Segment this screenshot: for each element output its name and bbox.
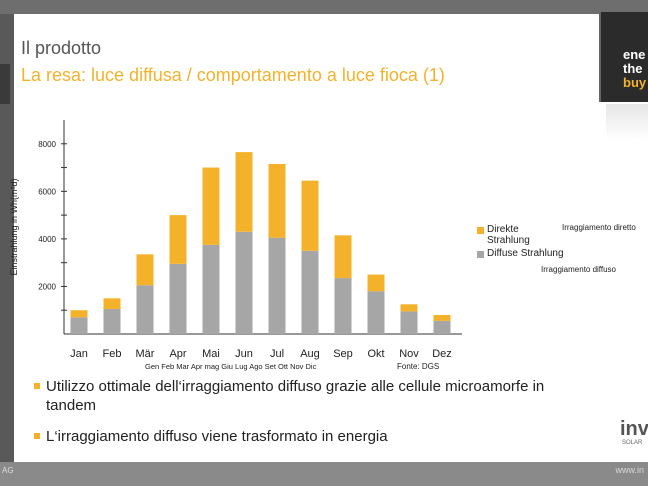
bullet-marker bbox=[34, 433, 40, 439]
footer-bar: AG www.in bbox=[0, 462, 648, 486]
brand-logo: ene the buy bbox=[599, 12, 648, 102]
bar-diffuse bbox=[268, 237, 286, 334]
x-tick-label: Feb bbox=[103, 348, 122, 360]
y-tick-label: 6000 bbox=[38, 187, 56, 196]
legend-swatch-diffuse bbox=[477, 251, 484, 258]
brand-wordmark: inv bbox=[620, 418, 648, 440]
x-tick-label: Mär bbox=[136, 348, 155, 360]
x-tick-label: Jul bbox=[270, 348, 284, 360]
bar-diffuse bbox=[202, 244, 220, 334]
x-tick-label: Dez bbox=[432, 348, 452, 360]
x-tick-label: Sep bbox=[333, 348, 353, 360]
footer-left-text: AG bbox=[2, 466, 14, 475]
x-tick-label: Mai bbox=[202, 348, 220, 360]
bar-direct bbox=[70, 310, 88, 318]
y-axis-title: Einstrahlung in Wh(m²d) bbox=[9, 178, 19, 275]
left-strip bbox=[0, 14, 14, 462]
legend-swatch-direct bbox=[477, 227, 484, 234]
bar-diffuse bbox=[400, 311, 418, 334]
logo-line-3: buy bbox=[623, 75, 647, 90]
brand-subtitle: SOLAR bbox=[622, 440, 643, 446]
bullet-text: Utilizzo ottimale dell‘irraggiamento dif… bbox=[46, 378, 545, 414]
legend-note-direct: Irraggiamento diretto bbox=[562, 223, 636, 232]
bar-diffuse bbox=[367, 291, 385, 334]
bar-direct bbox=[235, 152, 253, 232]
bar-diffuse bbox=[235, 231, 253, 334]
chart-source: Fonte: DGS bbox=[397, 362, 440, 371]
x-tick-label: Jan bbox=[70, 348, 88, 360]
bar-direct bbox=[301, 180, 319, 251]
bar-diffuse bbox=[433, 320, 451, 334]
bar-direct bbox=[400, 304, 418, 312]
bar-diffuse bbox=[136, 285, 154, 334]
bullet-text: L‘irraggiamento diffuso viene trasformat… bbox=[46, 428, 388, 445]
slide-area bbox=[14, 14, 648, 462]
bar-direct bbox=[334, 235, 352, 279]
x-tick-label: Jun bbox=[235, 348, 253, 360]
bar-diffuse bbox=[70, 317, 88, 334]
y-tick-label: 4000 bbox=[38, 235, 56, 244]
x-tick-label: Aug bbox=[300, 348, 320, 360]
y-tick-label: 8000 bbox=[38, 140, 56, 149]
bar-direct bbox=[268, 163, 286, 238]
bar-direct bbox=[202, 167, 220, 245]
logo-shadow bbox=[606, 104, 648, 140]
slide-title: Il prodotto bbox=[21, 38, 102, 58]
logo-line-1: ene bbox=[623, 47, 646, 62]
bar-diffuse bbox=[103, 309, 121, 334]
bar-diffuse bbox=[334, 278, 352, 334]
bar-direct bbox=[103, 298, 121, 310]
footer-url: www.in bbox=[615, 465, 644, 475]
top-bar bbox=[0, 0, 648, 14]
bar-direct bbox=[433, 314, 451, 321]
slide-subtitle: La resa: luce diffusa / comportamento a … bbox=[21, 65, 445, 85]
x-tick-label: Okt bbox=[367, 348, 384, 360]
x-tick-labels-italian: Gen Feb Mar Apr mag Giu Lug Ago Set Ott … bbox=[145, 362, 317, 371]
bar-direct bbox=[136, 254, 154, 286]
bar-direct bbox=[367, 274, 385, 292]
bar-diffuse bbox=[301, 250, 319, 334]
legend-note-diffuse: Irraggiamento diffuso bbox=[541, 265, 617, 274]
bar-direct bbox=[169, 215, 187, 264]
bar-diffuse bbox=[169, 263, 187, 334]
x-tick-label: Apr bbox=[169, 348, 186, 360]
legend-label-direct: Direkte Strahlung bbox=[487, 224, 530, 246]
bullet-marker bbox=[34, 383, 40, 389]
x-tick-label: Nov bbox=[399, 348, 419, 360]
left-notch bbox=[0, 64, 10, 104]
logo-line-2: the bbox=[623, 61, 643, 76]
legend-label-diffuse: Diffuse Strahlung bbox=[487, 248, 564, 259]
y-tick-label: 2000 bbox=[38, 282, 56, 291]
